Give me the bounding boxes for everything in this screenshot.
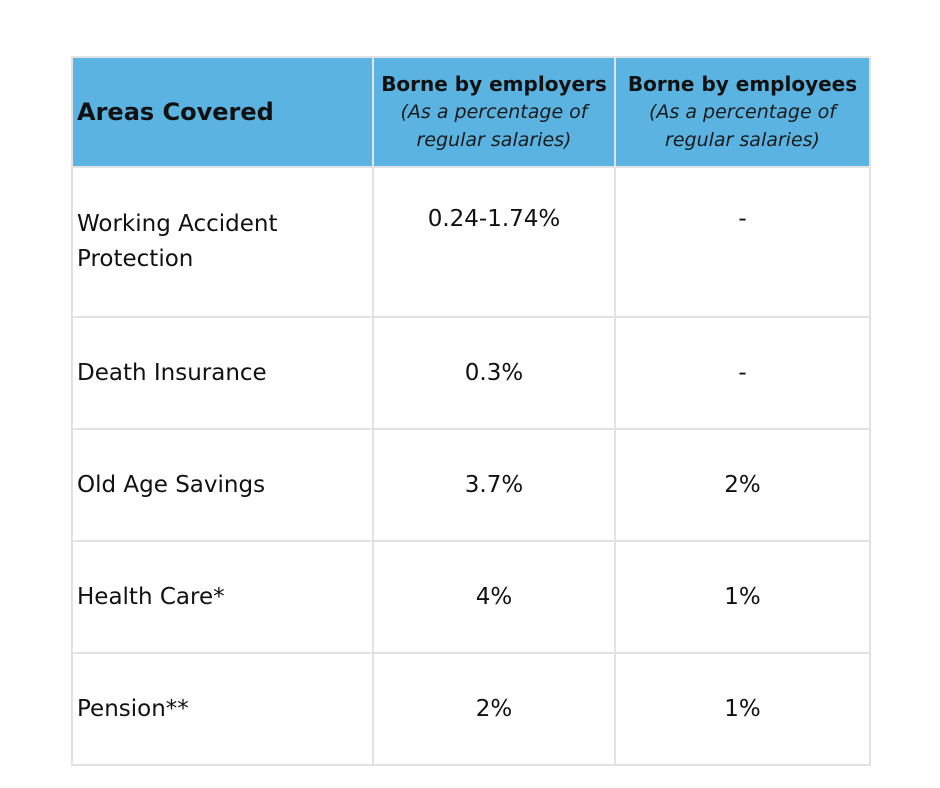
employers-rate-cell: 3.7% (372, 428, 616, 542)
table-body: Working Accident Protection 0.24-1.74% -… (71, 166, 871, 766)
header-employers-subtitle: (As a percentage of regular salaries) (400, 101, 588, 151)
table-row: Working Accident Protection 0.24-1.74% - (71, 166, 871, 318)
employees-rate-cell: 1% (614, 540, 871, 654)
header-employers: Borne by employers (As a percentage of r… (372, 56, 616, 168)
employees-rate-cell: - (614, 316, 871, 430)
table-row: Health Care* 4% 1% (71, 540, 871, 654)
employers-rate-cell: 2% (372, 652, 616, 766)
area-cell: Working Accident Protection (71, 166, 374, 318)
header-employees-subtitle: (As a percentage of regular salaries) (649, 101, 836, 151)
table-header: Areas Covered Borne by employers (As a p… (71, 56, 871, 168)
contribution-table: Areas Covered Borne by employers (As a p… (71, 56, 871, 766)
header-employees-title: Borne by employees (627, 72, 858, 96)
employees-rate-cell: 2% (614, 428, 871, 542)
header-employees: Borne by employees (As a percentage of r… (614, 56, 871, 168)
area-cell: Health Care* (71, 540, 374, 654)
header-areas-covered: Areas Covered (71, 56, 374, 168)
area-cell: Death Insurance (71, 316, 374, 430)
employees-rate-cell: - (614, 166, 871, 318)
area-cell: Pension** (71, 652, 374, 766)
employers-rate-cell: 4% (372, 540, 616, 654)
header-employers-title: Borne by employers (381, 72, 607, 96)
header-row: Areas Covered Borne by employers (As a p… (71, 56, 871, 168)
table-row: Old Age Savings 3.7% 2% (71, 428, 871, 542)
table-row: Pension** 2% 1% (71, 652, 871, 766)
area-cell: Old Age Savings (71, 428, 374, 542)
employers-rate-cell: 0.24-1.74% (372, 166, 616, 318)
employees-rate-cell: 1% (614, 652, 871, 766)
employers-rate-cell: 0.3% (372, 316, 616, 430)
table-row: Death Insurance 0.3% - (71, 316, 871, 430)
